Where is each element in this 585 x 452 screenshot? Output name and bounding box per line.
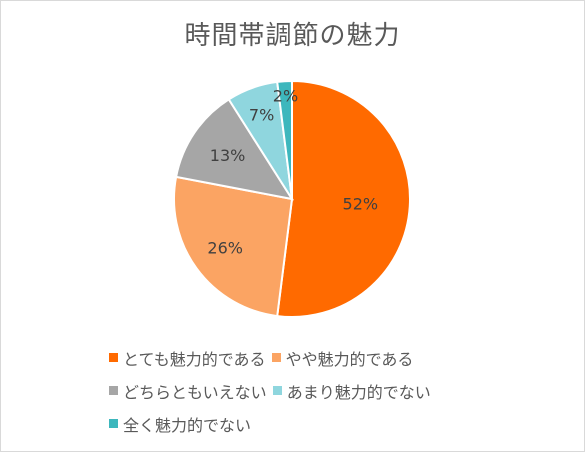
legend-item-1: とても魅力的である bbox=[109, 346, 266, 370]
chart-title: 時間帯調節の魅力 bbox=[184, 21, 401, 51]
legend-label: どちらともいえない bbox=[123, 382, 267, 402]
legend-swatch bbox=[272, 386, 282, 395]
legend-item-2: やや魅力的である bbox=[271, 346, 414, 370]
legend-label: 全く魅力的でない bbox=[123, 415, 252, 435]
legend-label: とても魅力的である bbox=[123, 349, 266, 369]
data-label-2: 26% bbox=[207, 239, 243, 258]
data-label-5: 2% bbox=[273, 86, 298, 105]
pie-slice-3 bbox=[174, 97, 295, 201]
data-label-1: 52% bbox=[343, 194, 379, 213]
legend-row: どちらともいえない あまり魅力的でない bbox=[109, 374, 509, 407]
legend-swatch bbox=[109, 353, 118, 362]
legend-label: やや魅力的である bbox=[285, 349, 414, 369]
pie-slice-1 bbox=[276, 79, 411, 318]
legend-swatch bbox=[109, 419, 118, 428]
legend-swatch bbox=[271, 353, 281, 362]
pie-slice-5 bbox=[276, 79, 293, 200]
legend-label: あまり魅力的でない bbox=[286, 382, 431, 402]
data-label-3: 13% bbox=[210, 146, 246, 165]
data-label-4: 7% bbox=[249, 106, 274, 125]
chart-legend: とても魅力的である やや魅力的である どちらともいえない あまり魅力的でない 全く魅力的… bbox=[109, 341, 509, 440]
legend-item-5: 全く魅力的でない bbox=[109, 412, 251, 436]
legend-item-4: あまり魅力的でない bbox=[272, 379, 431, 403]
pie-slice-2 bbox=[173, 175, 294, 318]
legend-item-3: どちらともいえない bbox=[109, 379, 267, 403]
legend-swatch bbox=[109, 386, 118, 395]
legend-row: 全く魅力的でない bbox=[109, 407, 509, 440]
legend-row: とても魅力的である やや魅力的である bbox=[109, 341, 509, 374]
pie-chart: 52% 26% 13% 7%2% bbox=[173, 79, 411, 318]
